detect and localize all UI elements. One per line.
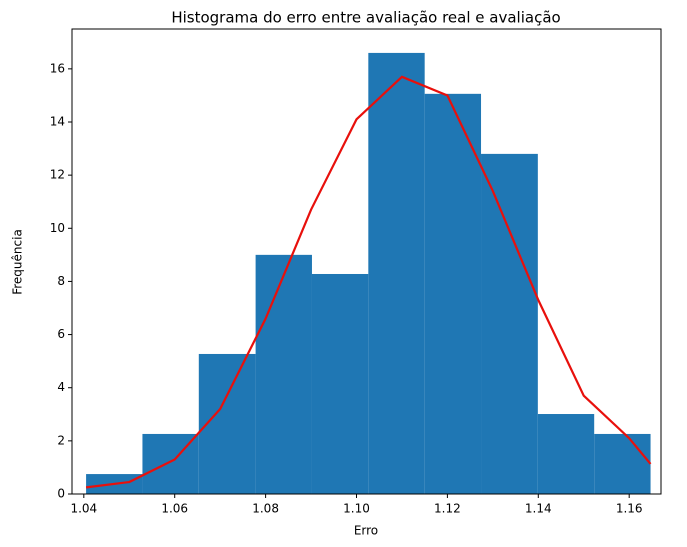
bar [594,433,651,494]
bar [481,153,538,494]
bar [198,353,256,494]
x-tick-label: 1.16 [616,502,643,516]
x-tick-label: 1.10 [343,502,370,516]
bar [537,414,595,494]
y-tick-label: 2 [57,433,65,447]
y-tick-label: 4 [57,380,65,394]
x-tick-label: 1.08 [252,502,279,516]
y-tick-label: 14 [50,115,65,129]
y-tick-label: 6 [57,327,65,341]
x-tick-label: 1.04 [70,502,97,516]
y-tick-label: 16 [50,61,65,75]
fit-curve [85,75,652,489]
y-tick-label: 12 [50,168,65,182]
y-tick-label: 8 [57,274,65,288]
y-tick-label: 0 [57,487,65,501]
bar [311,273,369,494]
x-axis-label: Erro [354,524,378,538]
chart-title: Histograma do erro entre avaliação real … [171,9,560,27]
bar [368,52,425,495]
plot-frame [71,28,662,495]
x-tick-label: 1.06 [161,502,188,516]
x-tick-label: 1.14 [525,502,552,516]
bar [255,254,312,494]
y-axis-label: Frequência [11,229,25,295]
x-tick-label: 1.12 [434,502,461,516]
bar [424,93,482,494]
y-tick-label: 10 [50,221,65,235]
